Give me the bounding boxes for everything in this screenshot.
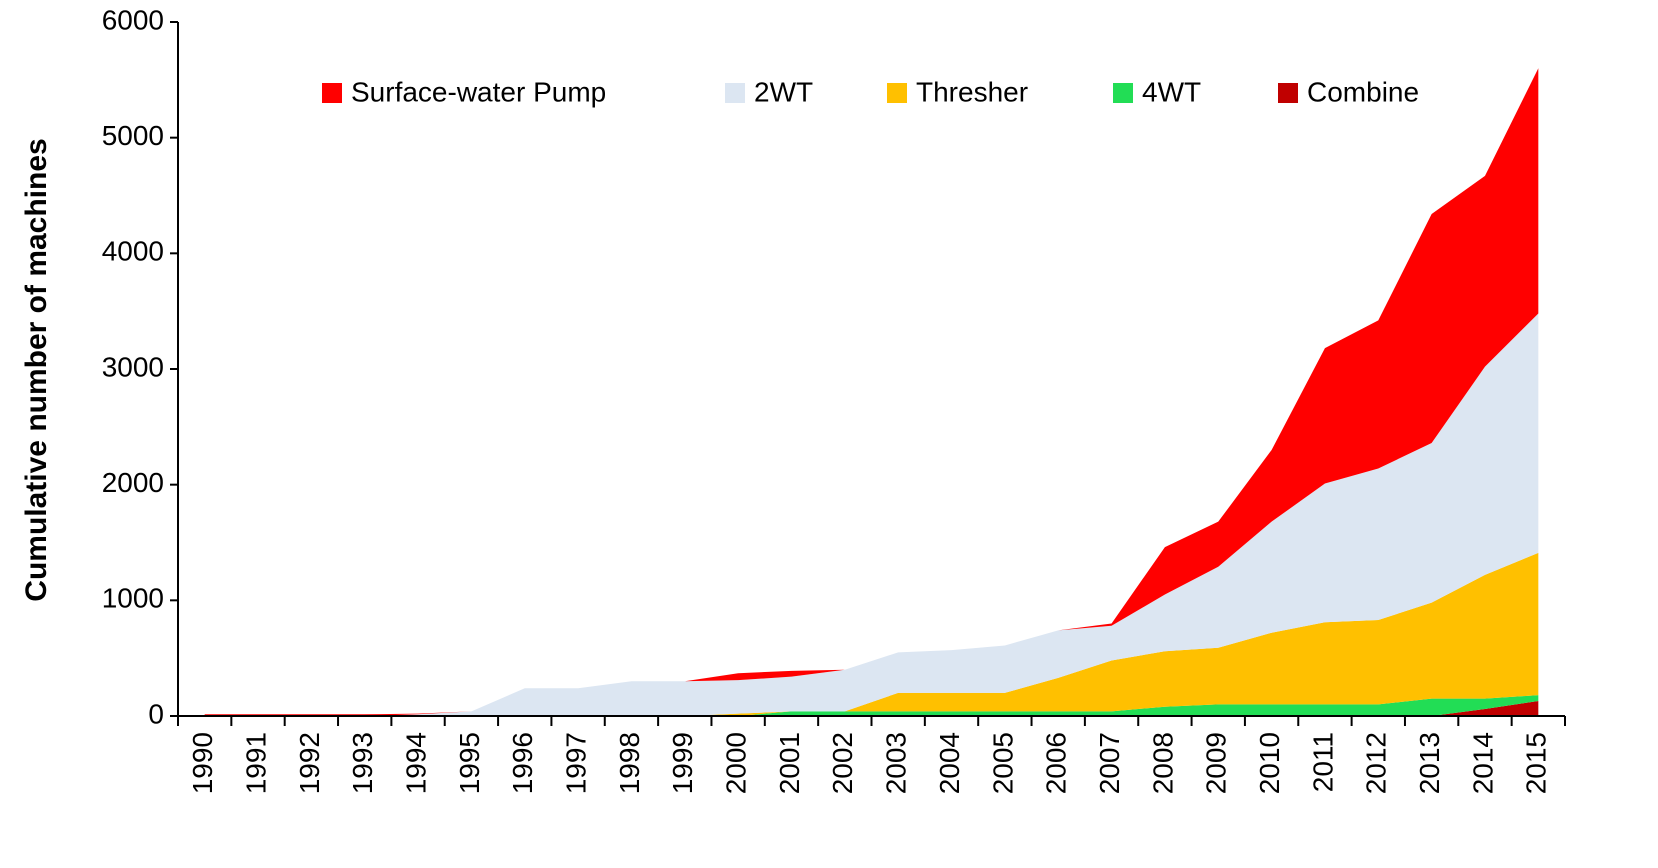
x-tick-label: 1992 bbox=[294, 732, 325, 794]
area bbox=[204, 313, 1539, 716]
x-tick-label: 2003 bbox=[881, 732, 912, 794]
legend-label: Combine bbox=[1307, 76, 1419, 107]
legend-label: 2WT bbox=[754, 76, 813, 107]
x-tick-label: 1991 bbox=[240, 732, 271, 794]
x-tick-label: 2007 bbox=[1094, 732, 1125, 794]
x-tick-label: 1995 bbox=[454, 732, 485, 794]
x-tick-label: 2011 bbox=[1307, 732, 1338, 792]
legend-label: Thresher bbox=[916, 76, 1028, 107]
x-tick-label: 1993 bbox=[347, 732, 378, 794]
x-tick-label: 1996 bbox=[507, 732, 538, 794]
x-tick-label: 1994 bbox=[400, 732, 431, 794]
x-tick-label: 2000 bbox=[721, 732, 752, 794]
x-tick-label: 2013 bbox=[1414, 732, 1445, 794]
y-tick-label: 4000 bbox=[102, 236, 164, 267]
x-tick-label: 2010 bbox=[1254, 732, 1285, 794]
x-tick-label: 2012 bbox=[1361, 732, 1392, 794]
y-axis-label: Cumulative number of machines bbox=[20, 138, 53, 601]
x-tick-label: 2009 bbox=[1201, 732, 1232, 794]
x-tick-label: 2005 bbox=[987, 732, 1018, 794]
x-tick-label: 2001 bbox=[774, 732, 805, 794]
y-tick-label: 0 bbox=[148, 698, 164, 729]
x-tick-label: 1998 bbox=[614, 732, 645, 794]
y-tick-label: 1000 bbox=[102, 583, 164, 614]
x-tick-label: 1990 bbox=[187, 732, 218, 794]
legend-label: 4WT bbox=[1142, 76, 1201, 107]
y-tick-label: 2000 bbox=[102, 467, 164, 498]
legend-label: Surface-water Pump bbox=[351, 76, 606, 107]
x-tick-label: 2015 bbox=[1521, 732, 1552, 794]
x-tick-label: 2002 bbox=[827, 732, 858, 794]
area bbox=[204, 68, 1539, 717]
x-tick-label: 2006 bbox=[1041, 732, 1072, 794]
legend-swatch bbox=[887, 83, 907, 103]
legend-swatch bbox=[725, 83, 745, 103]
legend-swatch bbox=[1113, 83, 1133, 103]
x-tick-label: 1997 bbox=[560, 732, 591, 794]
x-tick-label: 2014 bbox=[1467, 732, 1498, 794]
legend-swatch bbox=[322, 83, 342, 103]
area bbox=[204, 695, 1539, 716]
y-tick-label: 5000 bbox=[102, 120, 164, 151]
x-tick-label: 2008 bbox=[1147, 732, 1178, 794]
x-tick-label: 2004 bbox=[934, 732, 965, 794]
area bbox=[204, 552, 1539, 716]
legend-swatch bbox=[1278, 83, 1298, 103]
y-tick-label: 6000 bbox=[102, 4, 164, 35]
x-tick-label: 1999 bbox=[667, 732, 698, 794]
y-tick-label: 3000 bbox=[102, 351, 164, 382]
